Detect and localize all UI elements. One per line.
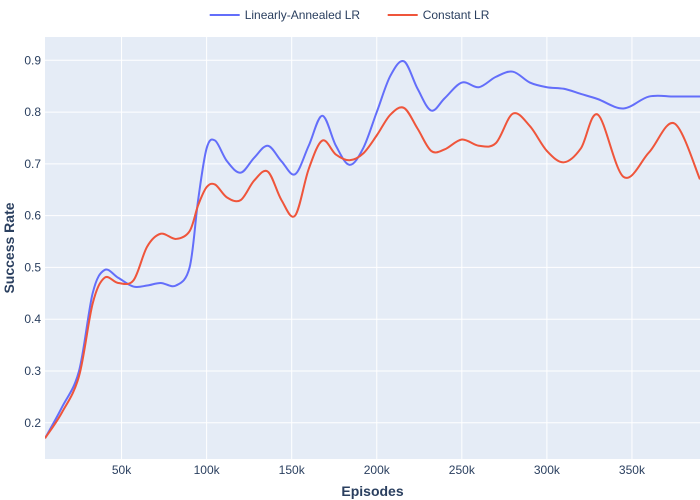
x-axis-ticks: 50k 100k 150k 200k 250k 300k 350k — [112, 463, 646, 477]
x-tick-label: 200k — [364, 463, 391, 477]
y-tick-label: 0.7 — [24, 157, 41, 171]
legend[interactable]: Linearly-Annealed LR Constant LR — [209, 8, 490, 22]
y-tick-label: 0.9 — [24, 53, 41, 67]
y-axis-title: Success Rate — [1, 202, 17, 293]
legend-item-2[interactable]: Constant LR — [387, 8, 490, 22]
y-axis-ticks: 0.2 0.3 0.4 0.5 0.6 0.7 0.8 0.9 — [24, 53, 41, 429]
x-axis-title: Episodes — [341, 483, 403, 499]
x-tick-label: 150k — [279, 463, 306, 477]
series-line-1[interactable] — [45, 60, 700, 439]
gridlines — [45, 37, 700, 459]
series-layer — [45, 60, 700, 439]
y-tick-label: 0.6 — [24, 209, 41, 223]
series-line-2[interactable] — [45, 106, 700, 439]
y-tick-label: 0.5 — [24, 260, 41, 274]
x-tick-label: 300k — [534, 463, 561, 477]
legend-label: Constant LR — [423, 8, 490, 22]
y-tick-label: 0.4 — [24, 312, 41, 326]
y-tick-label: 0.2 — [24, 416, 41, 430]
x-tick-label: 50k — [112, 463, 132, 477]
x-tick-label: 100k — [194, 463, 221, 477]
legend-item-1[interactable]: Linearly-Annealed LR — [209, 8, 361, 22]
plot-area — [45, 37, 700, 459]
y-tick-label: 0.8 — [24, 105, 41, 119]
legend-label: Linearly-Annealed LR — [245, 8, 361, 22]
x-tick-label: 250k — [449, 463, 476, 477]
y-tick-label: 0.3 — [24, 364, 41, 378]
x-tick-label: 350k — [619, 463, 646, 477]
